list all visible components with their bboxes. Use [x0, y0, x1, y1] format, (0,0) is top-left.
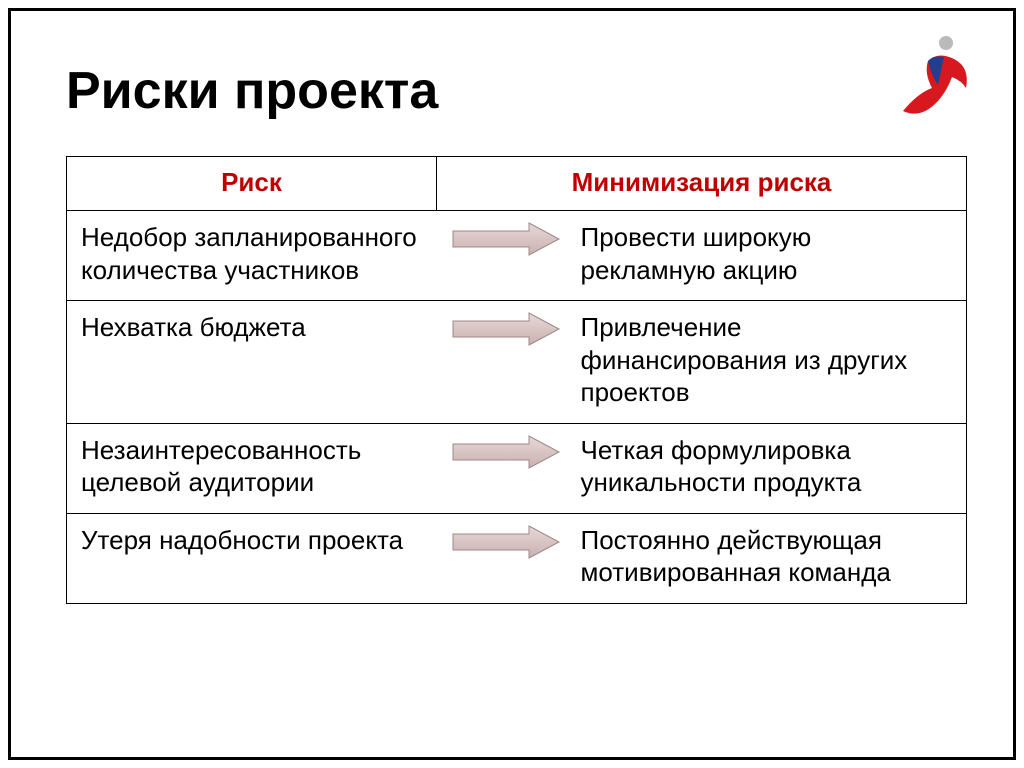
- table-header-row: Риск Минимизация риска: [67, 157, 967, 211]
- table-row: Утеря надобности проекта Постоянно дейст…: [67, 513, 967, 603]
- arrow-right-icon: [451, 311, 561, 347]
- logo-icon: [898, 33, 978, 128]
- table-row: Недобор запланированного количества учас…: [67, 211, 967, 301]
- col-header-risk: Риск: [67, 157, 437, 211]
- arrow-cell: [437, 301, 567, 424]
- arrow-right-icon: [451, 434, 561, 470]
- col-header-mitigation: Минимизация риска: [437, 157, 967, 211]
- risk-cell: Недобор запланированного количества учас…: [67, 211, 437, 301]
- arrow-cell: [437, 513, 567, 603]
- mitigation-cell: Привлечение финансирования из других про…: [567, 301, 967, 424]
- risk-cell: Незаинтересованность целевой аудитории: [67, 423, 437, 513]
- slide-title: Риски проекта: [66, 61, 958, 121]
- table-row: Незаинтересованность целевой аудитории Ч…: [67, 423, 967, 513]
- arrow-cell: [437, 423, 567, 513]
- arrow-cell: [437, 211, 567, 301]
- risk-cell: Нехватка бюджета: [67, 301, 437, 424]
- table-row: Нехватка бюджета Привлечение финансирова…: [67, 301, 967, 424]
- mitigation-cell: Провести широкую рекламную акцию: [567, 211, 967, 301]
- arrow-right-icon: [451, 221, 561, 257]
- mitigation-cell: Постоянно действующая мотивированная ком…: [567, 513, 967, 603]
- risk-table: Риск Минимизация риска Недобор запланиро…: [66, 156, 967, 604]
- slide: Риски проекта Риск Минимизация риска Нед…: [8, 8, 1016, 760]
- arrow-right-icon: [451, 524, 561, 560]
- mitigation-cell: Четкая формулировка уникальности продукт…: [567, 423, 967, 513]
- risk-cell: Утеря надобности проекта: [67, 513, 437, 603]
